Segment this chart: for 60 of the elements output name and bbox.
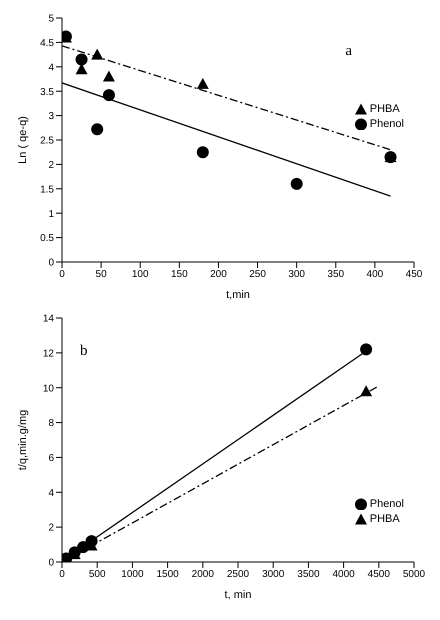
legend-label: Phenol [370, 498, 404, 510]
y-tick-label: 2 [48, 160, 54, 171]
legend-label: PHBA [370, 103, 400, 115]
point [196, 146, 209, 158]
point [102, 70, 115, 82]
y-tick-label: 3 [48, 111, 54, 122]
y-tick-label: 3.5 [40, 86, 54, 98]
y-tick-label: 1.5 [40, 184, 54, 196]
y-tick-label: 4 [48, 488, 54, 499]
x-tick-label: 2000 [192, 569, 214, 580]
annotation: a [345, 43, 352, 60]
x-tick-label: 0 [59, 569, 66, 580]
x-tick-label: 3000 [262, 569, 285, 580]
y-tick-label: 1 [48, 208, 54, 220]
x-tick-label: 50 [96, 269, 108, 280]
point [196, 78, 209, 89]
x-tick-label: 3500 [297, 569, 320, 580]
annotation: b [80, 343, 88, 360]
x-tick-label: 2500 [226, 569, 250, 580]
y-tick-label: 10 [42, 383, 54, 394]
point [360, 385, 372, 396]
y-tick-label: 6 [48, 452, 54, 464]
point [102, 89, 115, 102]
x-tick-label: 100 [132, 269, 149, 280]
x-tick-label: 400 [366, 269, 384, 280]
x-tick-label: 1500 [156, 569, 180, 580]
y-tick-label: 8 [48, 418, 54, 430]
point [290, 178, 303, 190]
x-axis-title: t, min [224, 589, 252, 601]
x-axis-title: t,min [226, 289, 250, 301]
y-tick-label: 4.5 [40, 38, 54, 49]
y-tick-label: 2 [48, 522, 54, 534]
x-tick-label: 250 [249, 269, 266, 280]
legend-label: Phenol [370, 118, 404, 130]
x-tick-label: 150 [170, 269, 188, 280]
y-tick-label: 5 [48, 14, 54, 25]
x-tick-label: 5000 [402, 569, 426, 580]
y-tick-label: 0.5 [40, 233, 54, 244]
x-tick-label: 350 [327, 269, 345, 280]
x-tick-label: 1000 [121, 569, 144, 580]
y-tick-label: 14 [42, 314, 54, 325]
point [360, 343, 372, 356]
y-axis-title: t/q,min.g/mg [16, 410, 29, 470]
y-tick-label: 2.5 [40, 136, 54, 147]
y-tick-label: 0 [48, 258, 54, 269]
x-tick-label: 200 [210, 269, 228, 280]
x-tick-label: 500 [88, 569, 106, 580]
y-tick-label: 12 [42, 348, 54, 360]
point [91, 48, 104, 60]
x-tick-label: 4000 [332, 569, 356, 580]
x-tick-label: 0 [59, 269, 66, 280]
y-tick-label: 4 [48, 62, 54, 74]
y-tick-label: 0 [48, 558, 54, 569]
x-tick-label: 450 [406, 269, 423, 280]
y-axis-title: Ln ( qe-q) [16, 116, 29, 164]
x-tick-label: 300 [288, 269, 306, 280]
x-tick-label: 4500 [368, 569, 390, 580]
point [76, 53, 88, 66]
legend-label: PHBA [370, 513, 400, 525]
point [91, 123, 104, 136]
